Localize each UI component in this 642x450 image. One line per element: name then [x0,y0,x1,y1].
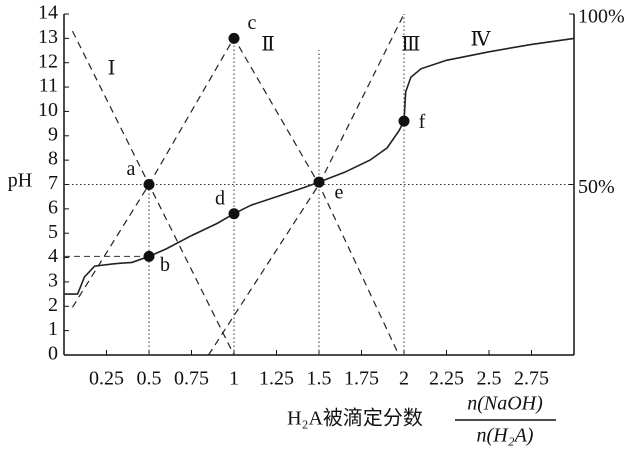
series-line [71,36,400,356]
x-tick-label: 2.75 [514,368,549,390]
y-tick-label: 11 [39,75,58,97]
y2-tick-label: 100% [578,6,625,28]
point-label: c [248,12,257,34]
x-tick-label: 1.5 [307,368,332,390]
region-label: Ⅳ [471,28,492,50]
y-tick-label: 7 [48,172,58,194]
x-tick-label: 1.25 [259,368,294,390]
x-tick-label: 0.25 [89,368,124,390]
x-axis-label-denominator: n(H₂A) [477,425,534,447]
point [143,250,155,262]
y-tick-label: 10 [38,99,58,121]
y-axis-label: pH [8,170,32,192]
point [398,115,410,127]
region-label: Ⅰ [108,58,116,80]
y-tick-label: 8 [48,148,58,170]
point-label: a [127,158,136,180]
x-tick-label: 1.75 [344,368,379,390]
region-label: Ⅱ [261,33,275,55]
y-tick-label: 12 [38,50,58,72]
y-tick-label: 5 [48,221,58,243]
point-label: f [419,111,426,133]
y-tick-label: 4 [48,245,58,267]
y-tick-label: 0 [48,343,58,365]
point [228,208,240,220]
y-tick-label: 1 [48,318,58,340]
y-tick-label: 2 [48,294,58,316]
series-line [207,13,405,356]
y-tick-label: 14 [38,2,58,24]
x-tick-label: 1 [229,368,239,390]
point [228,32,240,44]
x-tick-label: 2.5 [477,368,502,390]
x-axis-label-numerator: n(NaOH) [467,393,543,415]
y-tick-label: 3 [48,270,58,292]
point [313,176,325,188]
x-tick-label: 0.5 [137,368,162,390]
point [143,179,155,190]
point-label: d [215,187,225,209]
y-tick-label: 9 [48,123,58,145]
x-axis-label: H₂A被滴定分数 [287,407,423,430]
region-label: Ⅲ [401,33,420,55]
y2-tick-label: 50% [578,176,615,198]
point-label: b [160,254,170,276]
point-label: e [335,182,344,204]
x-tick-label: 0.75 [174,368,209,390]
series-line [64,37,575,295]
x-tick-label: 2 [399,368,409,390]
y-tick-label: 13 [38,26,58,48]
x-tick-label: 2.25 [429,368,464,390]
y-tick-label: 6 [48,196,58,218]
